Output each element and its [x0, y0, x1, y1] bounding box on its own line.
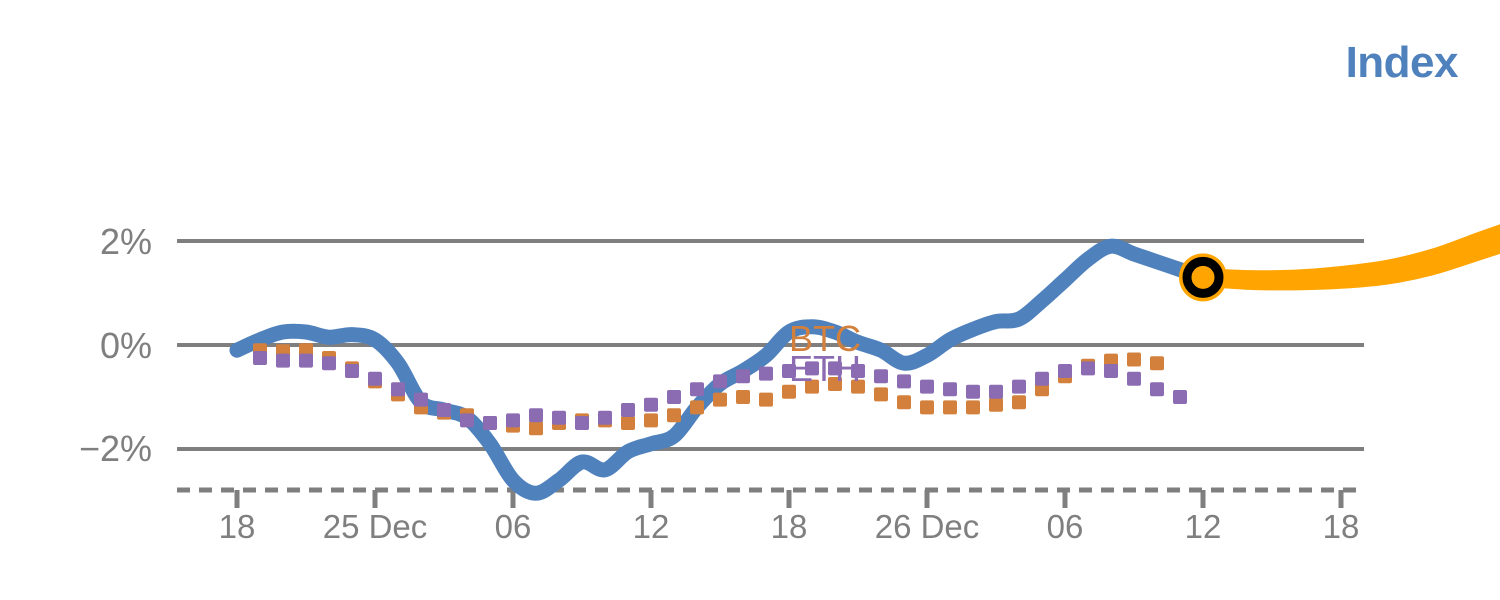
series-dots-eth	[529, 408, 543, 423]
transition-marker[interactable]	[1179, 253, 1227, 302]
x-tick-label-0: 18	[218, 508, 256, 545]
x-tick-label-5: 26 Dec	[874, 508, 980, 545]
series-dots-btc	[1150, 356, 1164, 371]
series-dots-eth	[989, 384, 1003, 399]
x-tick-label-3: 12	[632, 508, 670, 545]
series-dots-eth	[943, 382, 957, 397]
series-dots-eth	[874, 369, 888, 384]
series-dots-btc	[713, 392, 727, 407]
series-dots-eth	[920, 379, 934, 394]
series-dots-eth	[759, 366, 773, 381]
series-dots-eth	[828, 361, 842, 376]
series-dots-btc	[966, 400, 980, 415]
series-dots-eth	[736, 369, 750, 384]
series-dots-eth	[276, 353, 290, 368]
series-dots-btc	[690, 400, 704, 415]
y-tick-label-2pct: 2%	[99, 221, 152, 262]
series-dots-eth	[345, 364, 359, 378]
x-tick-label-1: 25 Dec	[322, 508, 428, 545]
x-tick-label-6: 06	[1046, 508, 1084, 545]
series-dots-btc	[874, 387, 888, 402]
series-dots-eth	[667, 390, 681, 404]
series-dots-eth	[1104, 364, 1118, 378]
series-dots-eth	[368, 371, 382, 386]
series-dots-eth	[598, 410, 612, 425]
series-dots-btc	[529, 421, 543, 436]
series-dots-eth	[1127, 371, 1141, 386]
series-dots-eth	[299, 353, 313, 368]
series-dots-eth	[1058, 364, 1072, 378]
x-tick-label-8: 18	[1322, 508, 1360, 545]
series-label-eth: ETH	[789, 348, 861, 389]
series-dots-btc	[828, 377, 842, 391]
series-dots-eth	[391, 382, 405, 397]
series-dots-eth	[1150, 382, 1164, 397]
series-dots-btc	[759, 392, 773, 407]
x-tick-label-2: 06	[494, 508, 532, 545]
series-dots-eth	[713, 374, 727, 389]
series-dots-eth	[552, 410, 566, 425]
series-dots-eth	[805, 361, 819, 376]
series-dots-eth	[782, 364, 796, 378]
series-dots-btc	[644, 413, 658, 428]
x-tick-label-7: 12	[1184, 508, 1222, 545]
series-dots-eth	[437, 403, 451, 417]
series-dots-eth	[966, 384, 980, 399]
series-dots-eth	[1012, 379, 1026, 394]
x-tick-label-4: 18	[770, 508, 808, 545]
page-title: Index	[1345, 38, 1459, 87]
series-dots-eth	[414, 392, 428, 407]
series-dots-btc	[897, 395, 911, 410]
series-dots-eth	[460, 413, 474, 428]
data-series	[229, 224, 1500, 501]
series-dots-btc	[736, 390, 750, 404]
series-dots-btc	[782, 384, 796, 399]
series-dots-eth	[1173, 390, 1187, 404]
series-dots-btc	[667, 408, 681, 423]
series-dots-eth	[851, 364, 865, 378]
series-dots-btc	[920, 400, 934, 415]
series-dots-btc	[943, 400, 957, 415]
y-tick-label-neg2pct: −2%	[78, 428, 152, 469]
series-dots-btc	[1012, 395, 1026, 410]
series-dots-btc	[1127, 352, 1141, 367]
series-label-btc: BTC	[789, 318, 861, 359]
series-dots-eth	[322, 356, 336, 371]
series-dots-eth	[897, 374, 911, 389]
series-dots-btc	[851, 379, 865, 394]
series-dots-eth	[644, 397, 658, 412]
series-dots-eth	[1035, 371, 1049, 386]
series-dots-eth	[253, 351, 267, 365]
series-dots-btc	[805, 379, 819, 394]
series-dots-eth	[621, 403, 635, 417]
series-dots-eth	[1081, 361, 1095, 376]
series-dots-eth	[506, 413, 520, 428]
series-dots-eth	[690, 382, 704, 397]
series-dots-eth	[483, 416, 497, 430]
x-axis-ticks	[234, 490, 1344, 508]
series-dots-eth	[575, 416, 589, 430]
y-tick-label-0pct: 0%	[99, 325, 152, 366]
marker-ring-icon[interactable]	[1182, 256, 1224, 298]
series-dots-btc	[621, 416, 635, 430]
series-dots-btc	[989, 397, 1003, 412]
series-band-forecast	[1202, 224, 1500, 291]
